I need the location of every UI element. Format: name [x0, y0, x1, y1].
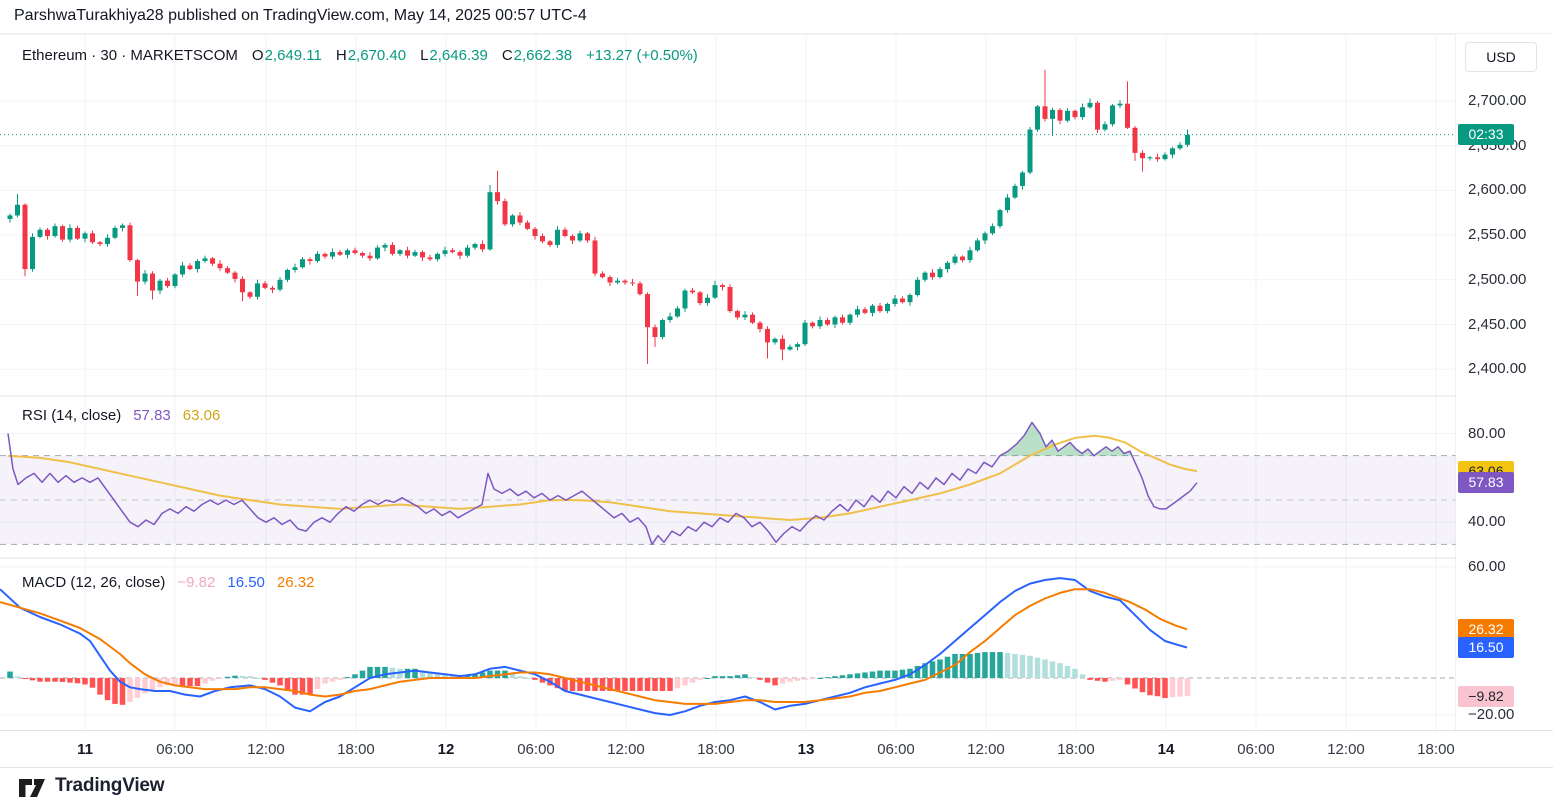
- price-tick-label: 2,600.00: [1468, 181, 1527, 199]
- ohlc-high: H2,670.40: [336, 47, 406, 64]
- time-tick-label: 18:00: [1417, 741, 1455, 758]
- macd-value-badge: 16.50: [1458, 636, 1514, 658]
- macd-signal-line: [0, 588, 1188, 705]
- publisher-header: ParshwaTurakhiya28 published on TradingV…: [0, 0, 1553, 34]
- symbol-legend: Ethereum · 30 · MARKETSCOM O2,649.11 H2,…: [22, 47, 698, 64]
- pane-separators: [0, 33, 1553, 768]
- ohlc-close: C2,662.38: [502, 47, 572, 64]
- macd-scale-neg20: −20.00: [1468, 706, 1515, 723]
- low-value: 2,646.39: [429, 47, 488, 64]
- macd-title[interactable]: MACD (12, 26, close): [22, 574, 166, 591]
- tradingview-logo-icon: [19, 779, 45, 797]
- price-tick-label: 2,500.00: [1468, 270, 1527, 288]
- low-label: L: [420, 47, 429, 64]
- time-tick-label: 18:00: [337, 741, 375, 758]
- time-tick-label: 06:00: [517, 741, 555, 758]
- time-tick-label: 18:00: [1057, 741, 1095, 758]
- high-value: 2,670.40: [347, 47, 407, 64]
- time-tick-label: 06:00: [156, 741, 194, 758]
- tradingview-logo[interactable]: TradingView: [18, 774, 165, 798]
- macd-hist-value: −9.82: [177, 574, 216, 591]
- time-tick-label: 12:00: [1327, 741, 1365, 758]
- rsi-overbought-fill: [1000, 422, 1132, 456]
- rsi-scale-80: 80.00: [1468, 424, 1506, 442]
- time-tick-label: 12:00: [607, 741, 645, 758]
- change-value: +13.27 (+0.50%): [586, 47, 698, 64]
- macd-signal-value: 26.32: [276, 574, 315, 591]
- rsi-legend: RSI (14, close) 57.83 63.06: [22, 407, 220, 424]
- time-tick-label: 12:00: [967, 741, 1005, 758]
- macd-hist-badge: −9.82: [1458, 685, 1514, 707]
- rsi-line: [7, 421, 1198, 546]
- price-tick-label: 2,700.00: [1468, 92, 1527, 109]
- grid-lines: [0, 35, 1456, 730]
- rsi-value-badge: 57.83: [1458, 472, 1514, 494]
- ohlc-open: O2,649.11: [252, 47, 322, 64]
- time-tick-label: 11: [77, 741, 93, 758]
- rsi-title[interactable]: RSI (14, close): [22, 407, 122, 424]
- macd-legend: MACD (12, 26, close) −9.82 16.50 26.32: [22, 574, 314, 591]
- open-value: 2,649.11: [264, 47, 322, 64]
- macd-scale-60: 60.00: [1468, 558, 1506, 575]
- macd-signal-badge: 26.32: [1458, 618, 1514, 640]
- time-tick-label: 06:00: [877, 741, 915, 758]
- rsi-band: [0, 455, 1456, 545]
- time-tick-label: 06:00: [1237, 741, 1275, 758]
- tradingview-logo-text: TradingView: [55, 775, 165, 796]
- price-tick-label: 2,450.00: [1468, 315, 1527, 333]
- high-label: H: [335, 47, 347, 64]
- time-tick-label: 12: [437, 741, 455, 758]
- symbol-title[interactable]: Ethereum · 30 · MARKETSCOM: [22, 47, 238, 64]
- usd-button[interactable]: USD: [1465, 42, 1537, 72]
- time-tick-label: 12:00: [247, 741, 285, 758]
- ohlc-low: L2,646.39: [420, 47, 488, 64]
- macd-value: 16.50: [227, 574, 265, 591]
- time-tick-label: 14: [1157, 741, 1175, 758]
- rsi-ma-line: [7, 434, 1198, 521]
- close-label: C: [501, 47, 513, 64]
- rsi-ma-value: 63.06: [182, 407, 221, 424]
- rsi-scale-40: 40.00: [1468, 513, 1506, 531]
- open-label: O: [251, 47, 264, 64]
- price-scale[interactable]: USD 2,700.00 2,650.00 2,600.00 2,550.00 2,50…: [1456, 34, 1553, 768]
- macd-line: [0, 577, 1188, 716]
- time-tick-label: 13: [797, 741, 815, 758]
- rsi-value: 57.83: [133, 407, 171, 424]
- publisher-text: ParshwaTurakhiya28 published on TradingV…: [14, 7, 587, 24]
- price-tick-label: 2,400.00: [1468, 360, 1527, 378]
- price-tick-label: 2,550.00: [1468, 226, 1527, 244]
- close-value: 2,662.38: [513, 47, 573, 64]
- countdown-badge: 02:33: [1458, 124, 1514, 146]
- candles-layer: [7, 69, 1190, 364]
- macd-histogram: [7, 652, 1191, 705]
- time-axis[interactable]: 11 06:00 12:00 18:00 12 06:00 12:00 18:00 13 06:0…: [0, 730, 1553, 768]
- time-tick-label: 18:00: [697, 741, 735, 758]
